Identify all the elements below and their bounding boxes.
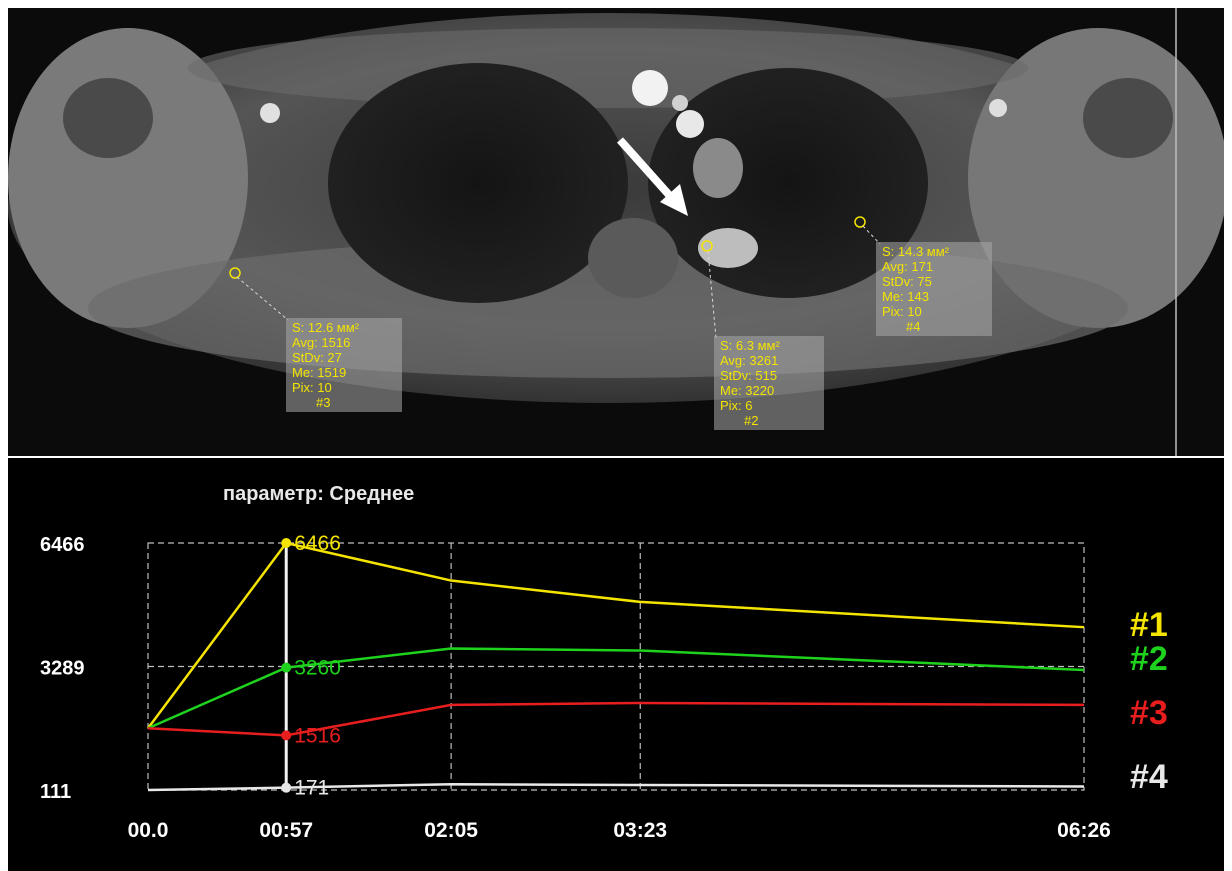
roi-id: #4 (906, 319, 921, 334)
roi-info-4: S: 14.3 мм² Avg: 171 StDv: 75 Me: 143 Pi… (876, 242, 992, 336)
roi-id: #2 (744, 413, 759, 428)
series-line-3 (147, 701, 1085, 737)
x-tick-label: 06:26 (1057, 819, 1111, 842)
time-intensity-chart: параметр: Среднее 6466 3260 1516 171 6466 32… (40, 483, 1168, 842)
right-border (1224, 0, 1232, 871)
series-point-2 (281, 662, 292, 673)
roi-median: Me: 143 (882, 289, 929, 304)
data-label-2: 3260 (294, 657, 341, 680)
legend-item-2: #2 (1130, 640, 1168, 678)
vessel (676, 110, 704, 138)
roi-info-3: S: 12.6 мм² Avg: 1516 StDv: 27 Me: 1519 … (286, 318, 402, 412)
roi-avg: Avg: 171 (882, 259, 934, 274)
roi-pix: Pix: 10 (882, 304, 922, 319)
roi-stdev: StDv: 27 (292, 350, 342, 365)
roi-marker-2 (701, 240, 713, 252)
axis-labels: 6466 3289 111 00.0 00:57 02:05 03:23 06:26 (40, 534, 1111, 842)
x-tick-label: 00.0 (128, 819, 169, 842)
legend-item-4: #4 (1130, 758, 1168, 796)
series-layer: 6466 3260 1516 171 (146, 532, 1085, 800)
left-lung (328, 63, 628, 303)
series-point-1 (281, 538, 292, 548)
roi-stdev: StDv: 75 (882, 274, 932, 289)
mri-image: S: 12.6 мм² Avg: 1516 StDv: 27 Me: 1519 … (8, 8, 1232, 456)
series-line-4 (147, 782, 1085, 792)
roi-pix: Pix: 10 (292, 380, 332, 395)
legend-item-3: #3 (1130, 694, 1168, 732)
roi-avg: Avg: 3261 (720, 353, 779, 368)
roi-median: Me: 1519 (292, 365, 347, 380)
data-label-3: 1516 (294, 724, 341, 747)
chart-panel: параметр: Среднее 6466 3260 1516 171 6466 32… (8, 458, 1232, 871)
x-tick-label: 02:05 (424, 819, 478, 842)
data-label-4: 171 (294, 777, 329, 800)
legend-item-1: #1 (1130, 606, 1168, 644)
arrow-icon (617, 137, 688, 216)
legend: #1#2 #3 #4 (1130, 606, 1168, 796)
vessel (632, 70, 668, 106)
mri-scan (8, 8, 1228, 456)
roi-id: #3 (316, 395, 331, 410)
series-line-1 (146, 541, 1085, 729)
chart-title: параметр: Среднее (223, 483, 414, 505)
roi-median: Me: 3220 (720, 383, 775, 398)
roi-pix: Pix: 6 (720, 398, 753, 413)
series-point-4 (281, 782, 292, 793)
lesion (698, 228, 758, 268)
roi-marker-4 (854, 216, 866, 228)
y-tick-label: 3289 (40, 657, 85, 679)
roi-info-2: S: 6.3 мм² Avg: 3261 StDv: 515 Me: 3220 … (714, 336, 824, 430)
x-tick-label: 03:23 (613, 819, 667, 842)
y-tick-label: 6466 (40, 534, 85, 556)
roi-area: S: 14.3 мм² (882, 244, 950, 259)
y-tick-label: 111 (40, 781, 71, 803)
series-point-3 (281, 730, 292, 741)
roi-stdev: StDv: 515 (720, 368, 778, 383)
x-tick-label: 00:57 (259, 819, 313, 842)
series-line-2 (147, 647, 1085, 730)
data-label-1: 6466 (294, 532, 341, 555)
roi-avg: Avg: 1516 (292, 335, 351, 350)
roi-area: S: 12.6 мм² (292, 320, 360, 335)
roi-area: S: 6.3 мм² (720, 338, 780, 353)
roi-marker-3 (229, 267, 241, 279)
